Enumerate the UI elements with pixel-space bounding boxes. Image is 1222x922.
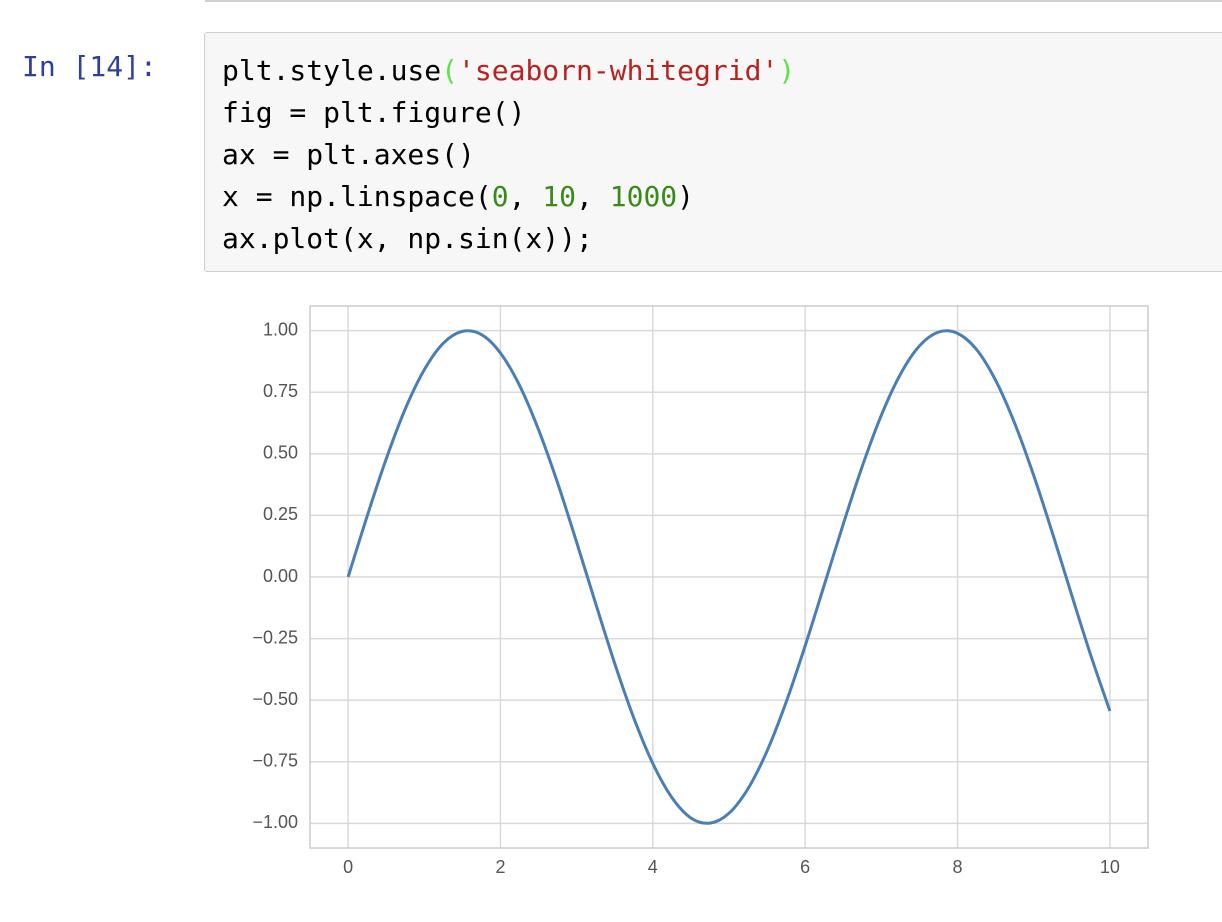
code: plt.style.use('seaborn-whitegrid') fig = … — [222, 50, 795, 260]
code-token: fig = plt.figure() — [222, 96, 526, 129]
code-token: , — [508, 180, 543, 213]
y-tick-label: −1.00 — [252, 812, 298, 832]
x-tick-label: 0 — [343, 857, 353, 877]
code-token: plt.style.use — [222, 54, 442, 87]
x-tick-label: 6 — [800, 857, 810, 877]
x-tick-label: 2 — [495, 857, 505, 877]
code-line: fig = plt.figure() — [222, 92, 795, 134]
code-token: ax = plt.axes() — [222, 138, 475, 171]
code-token: ax.plot(x, np.sin(x)); — [222, 222, 593, 255]
code-cell[interactable] — [204, 32, 1222, 272]
code-token: ) — [778, 54, 796, 87]
y-tick-label: 0.75 — [263, 381, 298, 401]
line — [346, 329, 1112, 825]
y-tick-label: 0.25 — [263, 504, 298, 524]
y-tick-label: −0.25 — [252, 627, 298, 647]
code-token: ) — [677, 180, 695, 213]
code-token: x = np.linspace( — [222, 180, 492, 213]
plot-frame — [309, 305, 1149, 849]
code-token: 1000 — [609, 180, 678, 213]
code-line: ax = plt.axes() — [222, 134, 795, 176]
code-token: , — [576, 180, 610, 213]
y-tick-label: −0.75 — [252, 751, 298, 771]
x-tick-label: 10 — [1100, 857, 1120, 877]
y-tick-label: 0.00 — [263, 566, 298, 586]
code-token: 10 — [542, 180, 577, 213]
x-tick-label: 8 — [953, 857, 963, 877]
y-tick-label: −0.50 — [252, 689, 298, 709]
y-tick-label: 1.00 — [263, 319, 298, 339]
previous-cell-border — [205, 0, 1222, 2]
input-prompt: In [14]: — [22, 50, 157, 83]
y-tick-label: 0.50 — [263, 443, 298, 463]
code-line: ax.plot(x, np.sin(x)); — [222, 218, 795, 260]
code-token: ( — [441, 54, 459, 87]
code-token: 0 — [491, 180, 509, 213]
code-line: x = np.linspace(0, 10, 1000) — [222, 176, 795, 218]
code-line: plt.style.use('seaborn-whitegrid') — [222, 50, 795, 92]
x-tick-label: 4 — [648, 857, 658, 877]
code-token: 'seaborn-whitegrid' — [458, 54, 779, 87]
